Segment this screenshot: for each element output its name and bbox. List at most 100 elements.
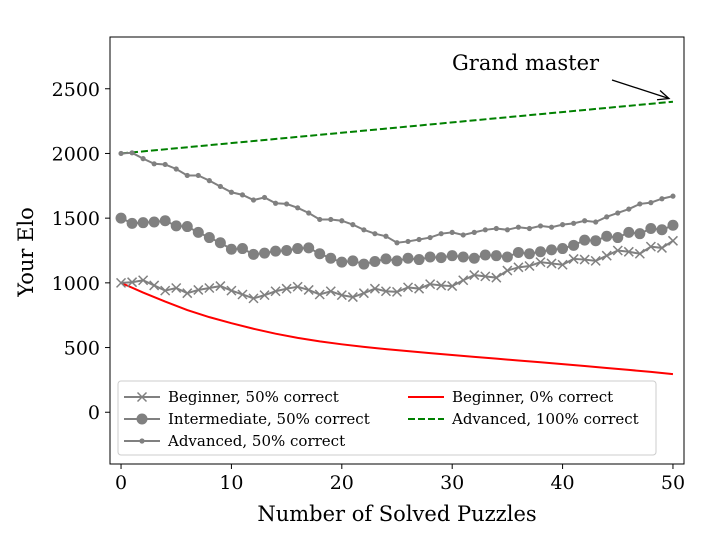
data-point — [204, 282, 215, 294]
data-point — [306, 210, 312, 216]
legend-marker — [139, 438, 145, 444]
data-point — [250, 197, 257, 203]
data-point — [645, 223, 657, 235]
data-point — [480, 271, 491, 282]
data-point — [217, 183, 223, 190]
data-point — [601, 230, 613, 242]
data-point — [601, 250, 612, 261]
data-point — [590, 235, 602, 247]
data-point — [193, 284, 204, 295]
data-point — [295, 205, 301, 211]
data-point — [248, 248, 259, 260]
data-point — [303, 242, 315, 254]
legend-entry: Advanced, 50% correct — [124, 432, 345, 450]
data-point — [339, 218, 345, 224]
data-point — [535, 246, 546, 258]
legend-entry: Beginner, 50% correct — [124, 388, 339, 406]
data-point — [493, 225, 499, 232]
data-point — [413, 254, 425, 266]
x-tick-label: 0 — [115, 472, 127, 494]
series-group — [115, 100, 679, 376]
data-point — [162, 161, 168, 168]
data-point — [171, 282, 182, 294]
legend-box — [117, 380, 657, 456]
y-tick-label: 1500 — [52, 208, 100, 230]
data-point — [634, 228, 646, 240]
data-point — [116, 277, 127, 288]
series-intermediate-50-correct — [115, 212, 679, 270]
data-point — [458, 275, 469, 286]
series-line — [120, 100, 674, 155]
data-point — [648, 200, 654, 206]
data-point — [149, 280, 160, 291]
data-point — [634, 248, 645, 259]
data-point — [160, 285, 171, 296]
data-point — [380, 253, 392, 265]
x-tick-label: 20 — [330, 472, 354, 494]
data-point — [424, 251, 436, 263]
data-point — [414, 283, 425, 294]
data-point — [303, 284, 314, 295]
data-point — [482, 227, 488, 233]
data-point — [446, 250, 458, 262]
data-point — [383, 233, 389, 239]
data-point — [447, 281, 458, 292]
data-point — [568, 239, 580, 251]
data-point — [369, 283, 380, 294]
legend-label: Beginner, 50% correct — [168, 388, 339, 406]
data-point — [479, 249, 491, 261]
data-point — [369, 255, 381, 267]
data-point — [137, 217, 149, 229]
data-point — [435, 252, 447, 264]
data-point — [350, 222, 356, 228]
data-point — [460, 232, 466, 238]
data-point — [270, 245, 282, 257]
data-point — [546, 244, 558, 256]
series-line — [120, 151, 674, 244]
data-point — [615, 210, 621, 216]
data-point — [501, 251, 513, 263]
data-point — [239, 192, 246, 198]
data-point — [214, 237, 226, 249]
series-line — [120, 239, 674, 300]
data-point — [281, 283, 292, 294]
data-point — [129, 150, 135, 156]
data-point — [593, 219, 599, 225]
data-point — [637, 201, 643, 207]
data-point — [281, 245, 293, 256]
data-point — [513, 262, 524, 273]
data-point — [524, 260, 535, 272]
data-point — [557, 243, 569, 255]
data-point — [259, 247, 271, 259]
data-point — [612, 245, 623, 256]
data-point — [402, 252, 414, 264]
y-tick-label: 2500 — [52, 79, 100, 101]
annotation-arrow-head — [656, 89, 671, 101]
data-point — [261, 194, 268, 201]
x-axis-ticks: 0 10 20 30 40 50 — [115, 464, 685, 494]
data-point — [502, 265, 513, 276]
data-point — [336, 256, 348, 268]
axes-frame — [109, 36, 685, 465]
series-advanced-50-correct — [118, 150, 676, 246]
data-point — [292, 243, 304, 255]
data-point — [604, 214, 610, 220]
data-point — [347, 292, 358, 303]
data-point — [192, 226, 204, 238]
data-point — [118, 150, 124, 157]
data-point — [405, 238, 411, 245]
data-point — [582, 218, 588, 224]
data-point — [612, 232, 624, 244]
data-point — [151, 161, 157, 167]
data-point — [645, 241, 656, 252]
x-tick-label: 40 — [550, 472, 574, 494]
data-point — [138, 275, 149, 286]
data-point — [457, 251, 469, 263]
data-point — [325, 252, 337, 264]
data-point — [469, 270, 480, 281]
data-point — [284, 201, 290, 207]
data-point — [358, 288, 369, 299]
data-point — [358, 258, 370, 270]
y-axis-ticks: 0 500 1000 1500 2000 2500 — [52, 79, 110, 424]
data-point — [226, 285, 237, 296]
